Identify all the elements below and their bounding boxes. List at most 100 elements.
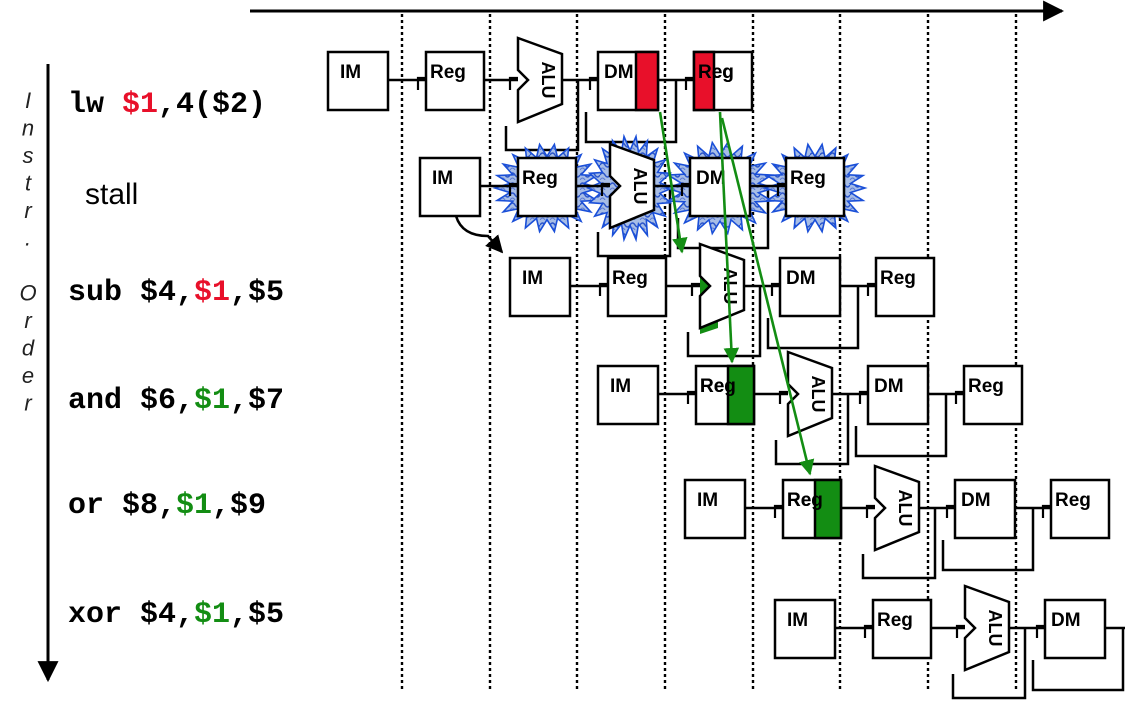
axis-label-letter: n — [22, 116, 34, 141]
alu-stage-shape — [873, 464, 921, 552]
wb-stage-label: Reg — [790, 168, 826, 189]
alu-loop — [861, 508, 937, 580]
latch — [686, 390, 696, 404]
forward-to-or — [720, 117, 815, 476]
latch — [863, 624, 873, 638]
instruction-xor: xor $4,$1,$5 — [68, 598, 284, 632]
alu-stage-shape — [963, 584, 1011, 672]
pipeline-rows: IM Reg ALU DM Reg Reg IM Reg ALU DM Reg IM Reg ALU DM R… — [326, 36, 1125, 700]
latch — [866, 282, 876, 296]
latch — [684, 76, 694, 90]
axis-label-letter: r — [24, 391, 33, 416]
axis-label-letter: d — [22, 336, 35, 361]
instruction-part: sub $4, — [68, 276, 194, 310]
pipeline-row-xor: IM Reg ALU DM — [773, 584, 1125, 700]
instruction-part: xor $4, — [68, 598, 194, 632]
instruction-part: $1 — [194, 384, 230, 418]
alu-loop — [596, 186, 672, 258]
reg-stage-label: Reg — [612, 268, 648, 289]
dm-stage-label: DM — [961, 490, 991, 511]
axis-label-letter: O — [19, 281, 36, 306]
im-stage-box — [773, 598, 837, 660]
pipeline-row-stall: IM Reg ALU DM Reg — [418, 133, 868, 258]
im-stage-label: IM — [610, 376, 631, 397]
im-stage-label: IM — [787, 610, 808, 631]
latch — [600, 182, 610, 196]
latch — [598, 282, 608, 296]
forwarding-paths — [658, 111, 815, 476]
instruction-part: or $8, — [68, 489, 176, 523]
wb-stage-box — [1049, 478, 1111, 540]
dm-stage-label: DM — [786, 268, 816, 289]
im-stage-box — [508, 256, 572, 318]
im-stage-label: IM — [697, 490, 718, 511]
alu-stage-shape — [786, 350, 834, 438]
axis-label-letter: e — [22, 363, 34, 388]
alu-stage-label: ALU — [538, 62, 558, 99]
instruction-part: $1 — [122, 88, 158, 122]
latch — [690, 282, 700, 296]
instruction-part: ,4($2) — [158, 88, 266, 122]
instruction-part: ,$5 — [230, 598, 284, 632]
wb-stage-box — [962, 364, 1024, 426]
wb-stage-label: Reg — [698, 62, 734, 83]
im-stage-box — [596, 364, 660, 426]
im-stage-label: IM — [340, 62, 361, 83]
alu-stage-shape — [516, 36, 564, 124]
axis-label-letter: r — [24, 308, 33, 333]
dm-loop — [854, 394, 948, 458]
instruction-part: stall — [85, 178, 138, 211]
reg-stage-label: Reg — [522, 168, 558, 189]
latch — [508, 76, 518, 90]
latch — [773, 504, 783, 518]
alu-stage-label: ALU — [808, 376, 828, 413]
dm-stage-label: DM — [604, 62, 634, 83]
dm-stage-label: DM — [696, 168, 726, 189]
instruction-part: lw — [68, 88, 122, 122]
instruction-part: $1 — [194, 276, 230, 310]
latch — [680, 182, 690, 196]
instruction-sub: sub $4,$1,$5 — [68, 276, 284, 310]
wb-write-highlight — [692, 50, 716, 112]
alu-stage-label: ALU — [630, 168, 650, 205]
im-stage-box — [683, 478, 747, 540]
instruction-or: or $8,$1,$9 — [68, 489, 266, 523]
wb-stage-box — [784, 156, 846, 218]
dm-stage-label: DM — [874, 376, 904, 397]
forward-to-sub — [658, 111, 688, 254]
alu-loop — [951, 628, 1027, 700]
alu-stage-label: ALU — [985, 610, 1005, 647]
instruction-part: ,$5 — [230, 276, 284, 310]
dm-output-highlight — [634, 50, 660, 112]
latch — [776, 182, 786, 196]
reg-stage-box — [871, 598, 933, 660]
latch — [1041, 504, 1051, 518]
latch — [954, 390, 964, 404]
wb-stage-box — [874, 256, 936, 318]
latch — [858, 390, 868, 404]
axis-label-letter: r — [24, 198, 33, 223]
wb-stage-label: Reg — [1055, 490, 1091, 511]
axis-label-letter: I — [25, 88, 31, 113]
latch — [1035, 624, 1045, 638]
forward-to-and — [718, 111, 740, 364]
latch — [778, 390, 788, 404]
latch — [508, 182, 518, 196]
reg-stage-box — [516, 156, 578, 218]
reg-stage-label: Reg — [700, 376, 736, 397]
reg-stage-label: Reg — [430, 62, 466, 83]
alu-stage-label: ALU — [895, 490, 915, 527]
reg-stage-label: Reg — [787, 490, 823, 511]
im-stage-box — [418, 156, 482, 218]
reg-read-highlight — [726, 364, 756, 426]
dm-loop — [584, 80, 678, 144]
dm-loop — [1031, 628, 1125, 692]
latch — [865, 504, 875, 518]
stall-reissue-arrow — [454, 215, 504, 254]
latch — [955, 624, 965, 638]
